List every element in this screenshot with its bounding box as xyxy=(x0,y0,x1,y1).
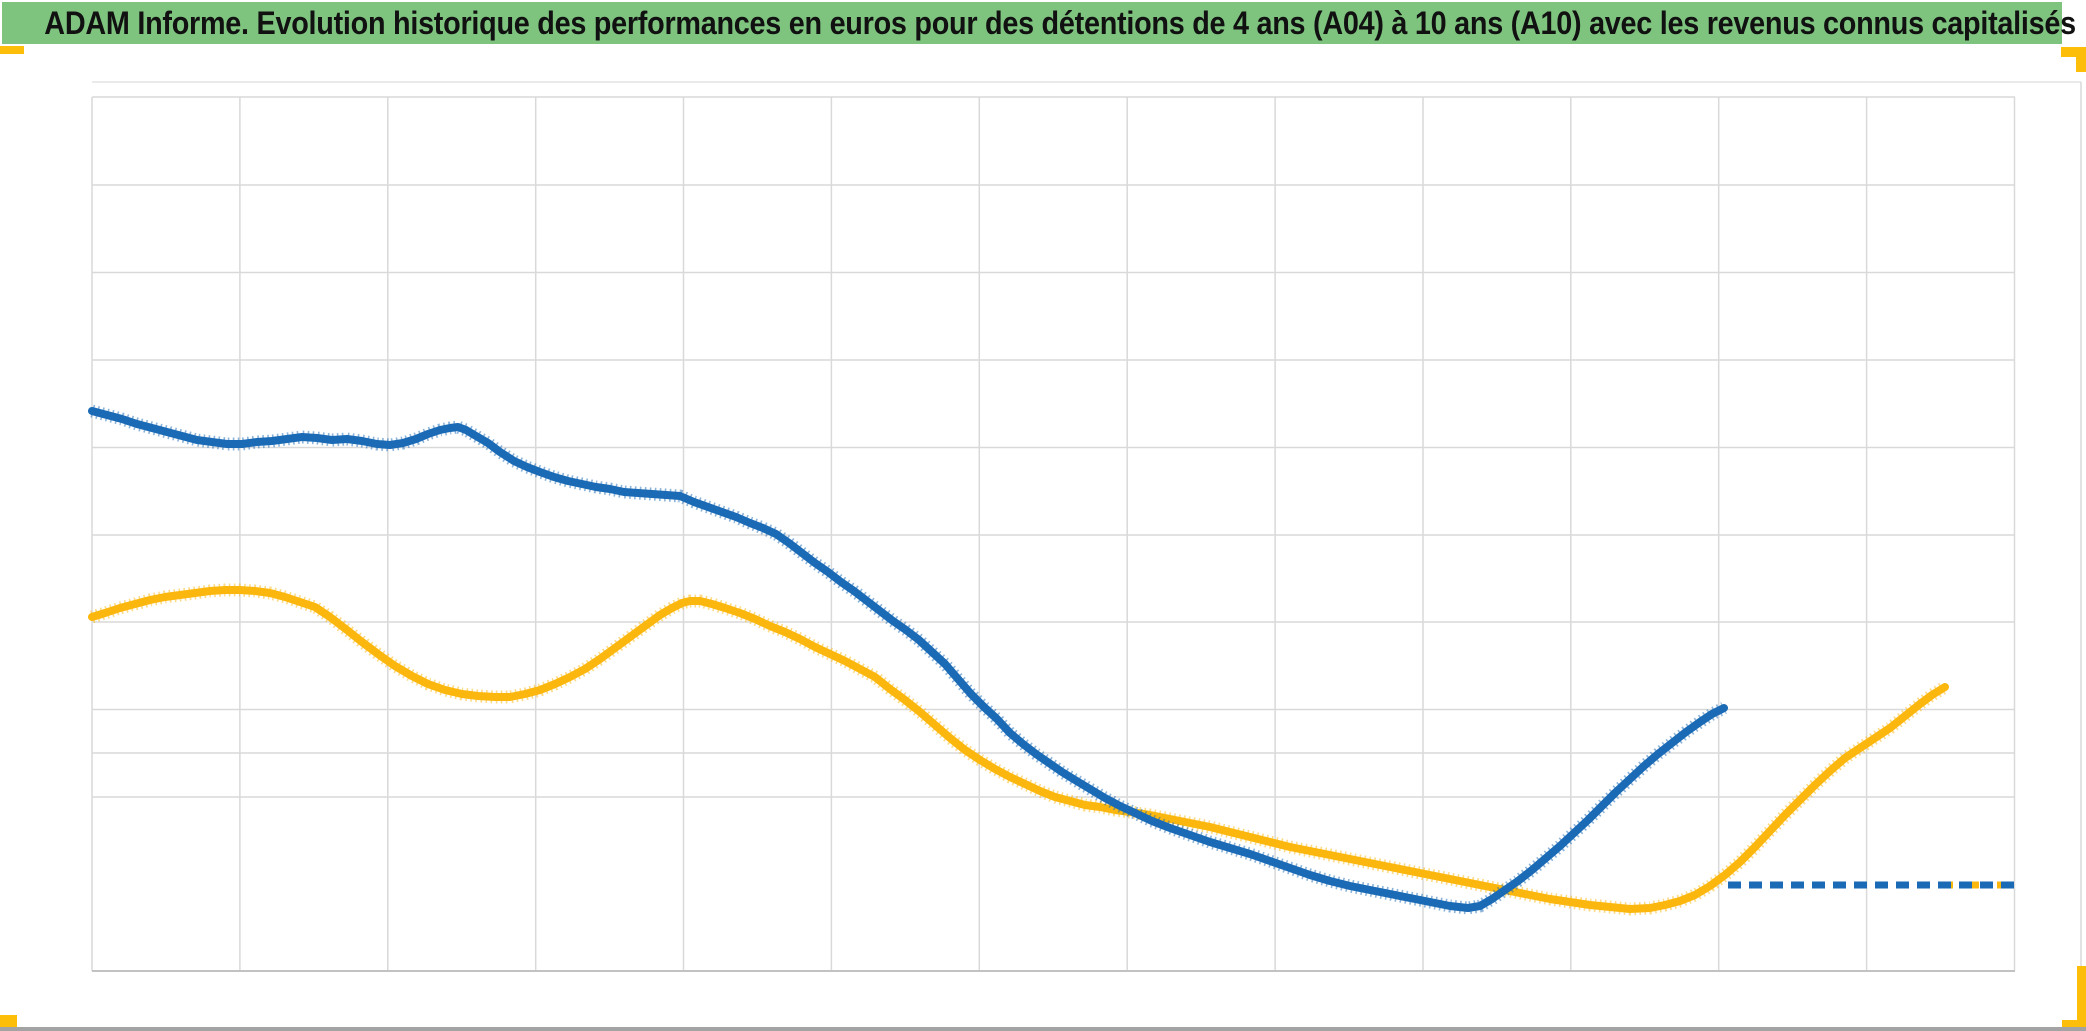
blue-series-line xyxy=(88,404,2018,915)
vertical-gridlines xyxy=(91,97,2016,971)
chart-area[interactable] xyxy=(0,44,2086,1027)
line-chart xyxy=(88,81,2082,972)
page-title: ADAM Informe. Evolution historique des p… xyxy=(44,4,2076,41)
gold-series-line xyxy=(88,583,2010,916)
horizontal-gridlines xyxy=(92,96,2015,798)
title-bar: ADAM Informe. Evolution historique des p… xyxy=(2,2,2076,44)
bottom-strip xyxy=(0,1027,2086,1031)
